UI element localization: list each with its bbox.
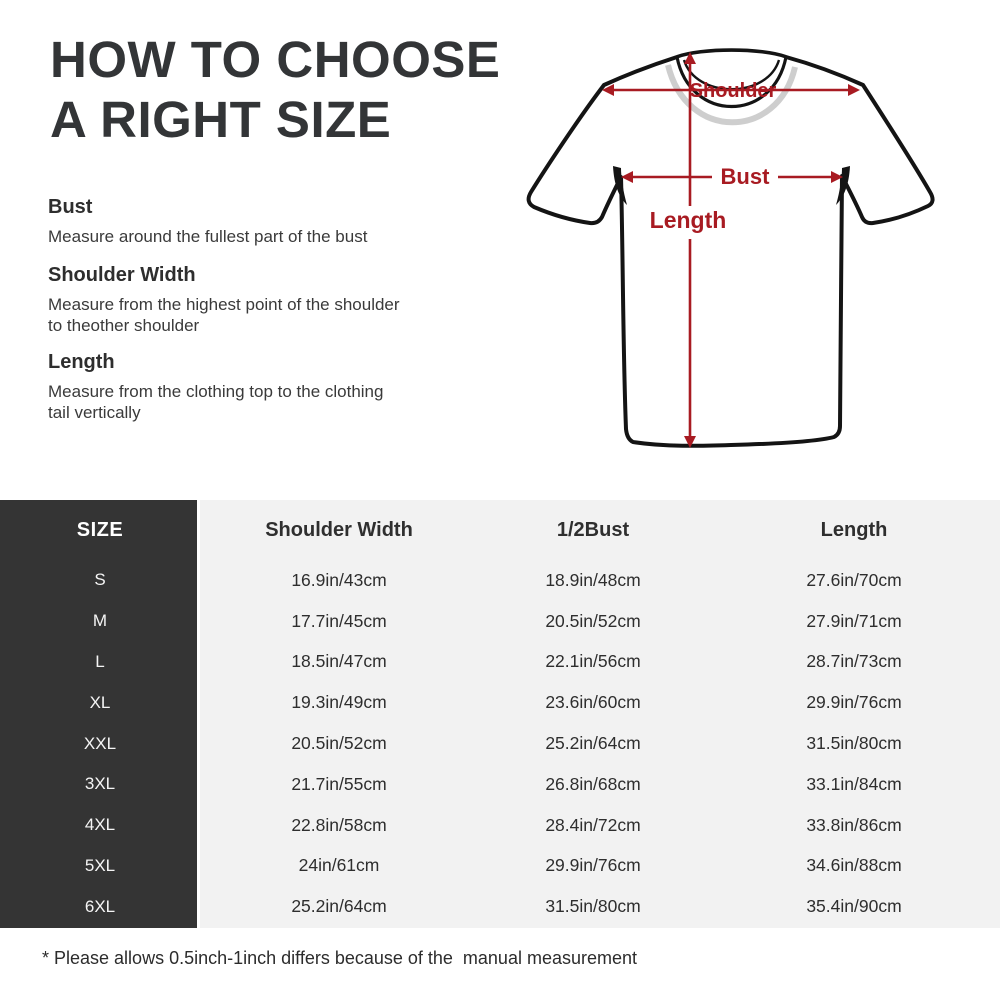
size-label: XL	[89, 692, 111, 712]
half-bust-value: 18.9in/48cm	[545, 569, 641, 590]
half-bust-value: 23.6in/60cm	[545, 692, 641, 713]
table-row: 3XL 21.7in/55cm 26.8in/68cm 33.1in/84cm	[0, 764, 1000, 805]
header-shoulder-width: Shoulder Width	[265, 518, 413, 541]
guide-heading-bust: Bust	[48, 196, 93, 218]
size-label: 6XL	[84, 896, 116, 916]
size-label: 3XL	[84, 774, 116, 794]
half-bust-value: 26.8in/68cm	[545, 773, 641, 794]
length-value: 28.7in/73cm	[806, 651, 902, 672]
size-label: XXL	[83, 733, 117, 753]
table-row: L 18.5in/47cm 22.1in/56cm 28.7in/73cm	[0, 642, 1000, 683]
page-title-line2: A RIGHT SIZE	[50, 91, 392, 148]
half-bust-value: 28.4in/72cm	[545, 814, 641, 835]
size-table-header: SIZE Shoulder Width 1/2Bust Length	[0, 500, 1000, 560]
guide-heading-shoulder-width: Shoulder Width	[48, 264, 196, 286]
size-table-body: S 16.9in/43cm 18.9in/48cm 27.6in/70cm M …	[0, 560, 1000, 927]
guide-body-length: Measure from the clothing top to the clo…	[48, 382, 384, 422]
size-label: M	[92, 611, 108, 631]
length-value: 35.4in/90cm	[806, 896, 902, 917]
guide-heading-length: Length	[48, 351, 115, 373]
half-bust-value: 22.1in/56cm	[545, 651, 641, 672]
header-half-bust: 1/2Bust	[556, 518, 630, 541]
length-value: 27.6in/70cm	[806, 569, 902, 590]
table-row: 5XL 24in/61cm 29.9in/76cm 34.6in/88cm	[0, 846, 1000, 887]
length-arrow	[684, 52, 696, 448]
shoulder-width-value: 17.7in/45cm	[291, 610, 387, 631]
tshirt-diagram-svg: Shoulder Bust Length	[526, 48, 935, 448]
table-row: S 16.9in/43cm 18.9in/48cm 27.6in/70cm	[0, 560, 1000, 601]
table-row: 4XL 22.8in/58cm 28.4in/72cm 33.8in/86cm	[0, 805, 1000, 846]
guide-section-bust: Bust Measure around the fullest part of …	[48, 196, 428, 247]
tshirt-outline	[526, 48, 935, 448]
left-armpit-shade	[613, 166, 627, 205]
length-value: 34.6in/88cm	[806, 855, 902, 876]
guide-section-shoulder-width: Shoulder Width Measure from the highest …	[48, 264, 428, 336]
shoulder-width-value: 20.5in/52cm	[291, 733, 387, 754]
shoulder-width-value: 18.5in/47cm	[291, 651, 387, 672]
shoulder-width-value: 21.7in/55cm	[291, 773, 387, 794]
page-title: HOW TO CHOOSE A RIGHT SIZE	[50, 30, 500, 150]
bust-arrow	[621, 171, 843, 183]
half-bust-value: 29.9in/76cm	[545, 855, 641, 876]
shoulder-width-value: 16.9in/43cm	[291, 569, 387, 590]
shoulder-width-value: 24in/61cm	[298, 855, 380, 876]
shoulder-arrow-label: Shoulder	[690, 80, 777, 102]
half-bust-value: 20.5in/52cm	[545, 610, 641, 631]
length-value: 33.1in/84cm	[806, 773, 902, 794]
right-armpit-shade	[836, 166, 850, 205]
measurement-footnote: * Please allows 0.5inch-1inch differs be…	[42, 948, 638, 968]
guide-body-bust: Measure around the fullest part of the b…	[48, 227, 368, 246]
length-value: 27.9in/71cm	[806, 610, 902, 631]
guide-section-length: Length Measure from the clothing top to …	[48, 351, 428, 423]
size-table-sidebar	[0, 500, 200, 928]
shoulder-arrow	[602, 84, 860, 96]
length-value: 29.9in/76cm	[806, 692, 902, 713]
table-row: 6XL 25.2in/64cm 31.5in/80cm 35.4in/90cm	[0, 886, 1000, 927]
shoulder-width-value: 22.8in/58cm	[291, 814, 387, 835]
table-row: M 17.7in/45cm 20.5in/52cm 27.9in/71cm	[0, 601, 1000, 642]
length-arrow-label: Length	[650, 207, 727, 233]
size-label: 4XL	[84, 815, 116, 835]
size-label: S	[94, 570, 106, 590]
table-row: XL 19.3in/49cm 23.6in/60cm 29.9in/76cm	[0, 682, 1000, 723]
tshirt-measurement-diagram: Shoulder Bust Length	[500, 25, 960, 465]
half-bust-value: 25.2in/64cm	[545, 733, 641, 754]
page-title-line1: HOW TO CHOOSE	[50, 31, 501, 88]
shoulder-width-value: 19.3in/49cm	[291, 692, 387, 713]
shoulder-width-value: 25.2in/64cm	[291, 896, 387, 917]
guide-body-shoulder-width: Measure from the highest point of the sh…	[48, 295, 400, 335]
header-size: SIZE	[76, 518, 124, 541]
half-bust-value: 31.5in/80cm	[545, 896, 641, 917]
size-label: L	[95, 651, 105, 671]
bust-arrow-label: Bust	[721, 164, 771, 189]
length-value: 31.5in/80cm	[806, 733, 902, 754]
collar-opening	[675, 48, 788, 108]
size-table: SIZE Shoulder Width 1/2Bust Length S 16.…	[0, 500, 1000, 928]
length-value: 33.8in/86cm	[806, 814, 902, 835]
size-label: 5XL	[84, 855, 116, 875]
table-row: XXL 20.5in/52cm 25.2in/64cm 31.5in/80cm	[0, 723, 1000, 764]
header-length: Length	[820, 518, 888, 541]
